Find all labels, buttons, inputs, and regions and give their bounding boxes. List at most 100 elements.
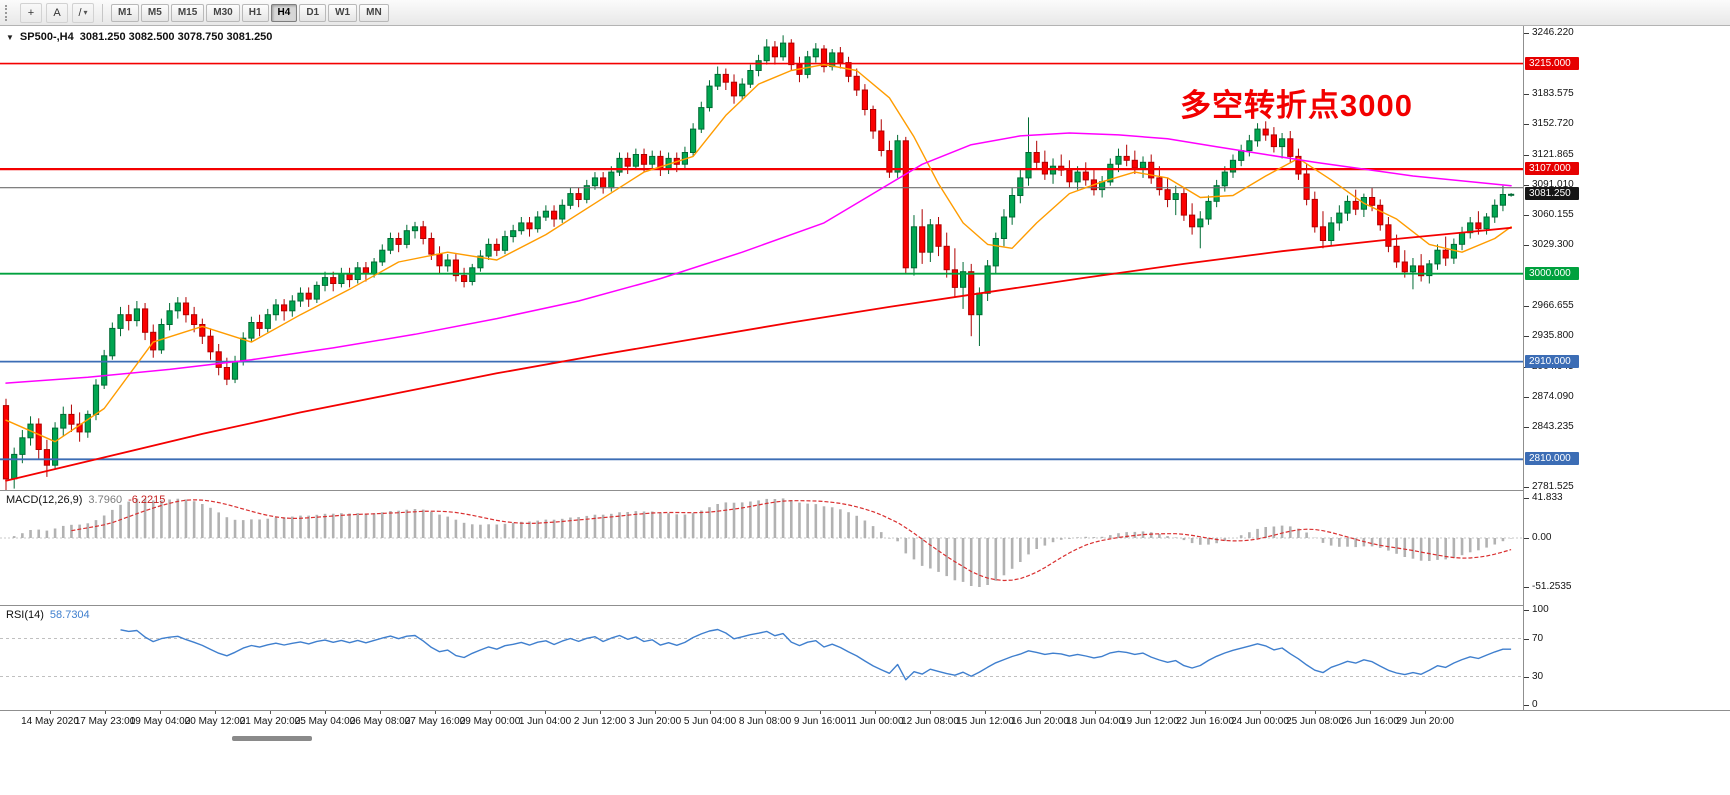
rsi-title: RSI(14) 58.7304 bbox=[6, 609, 90, 621]
time-axis-label: 25 May 04:00 bbox=[294, 716, 356, 727]
rsi-panel-canvas[interactable] bbox=[0, 606, 1523, 710]
time-tick bbox=[1425, 711, 1426, 714]
time-tick bbox=[50, 711, 51, 714]
chevron-down-icon: ▾ bbox=[83, 8, 88, 17]
rsi-axis-label: 0 bbox=[1532, 699, 1538, 710]
rsi-label: RSI(14) bbox=[6, 609, 44, 621]
price-tick-label: 3246.220 bbox=[1532, 27, 1574, 38]
time-tick bbox=[710, 711, 711, 714]
timeframe-button-h1[interactable]: H1 bbox=[241, 3, 269, 22]
price-axis: 3246.220 3183.575 3152.720 3121.865 3091.010… bbox=[1523, 26, 1730, 710]
time-axis-label: 24 Jun 00:00 bbox=[1231, 716, 1289, 727]
price-badge: 2810.000 bbox=[1525, 452, 1579, 465]
rsi-tick bbox=[1524, 610, 1529, 611]
price-tick-label: 2874.090 bbox=[1532, 391, 1574, 402]
timeframe-button-mn[interactable]: MN bbox=[359, 3, 389, 22]
price-tick bbox=[1524, 185, 1529, 186]
timeframe-button-m30[interactable]: M30 bbox=[206, 3, 240, 22]
time-tick bbox=[600, 711, 601, 714]
annotation-text: 多空转折点3000 bbox=[1180, 88, 1413, 123]
time-axis-label: 22 Jun 16:00 bbox=[1176, 716, 1234, 727]
rsi-axis-label: 30 bbox=[1532, 671, 1544, 682]
time-axis-label: 14 May 2020 bbox=[21, 716, 79, 727]
crosshair-icon: + bbox=[27, 6, 35, 19]
price-badge: 3000.000 bbox=[1525, 267, 1579, 280]
text-tool-button[interactable]: A bbox=[46, 2, 68, 23]
price-tick bbox=[1524, 33, 1529, 34]
line-tool-icon: / bbox=[78, 6, 82, 19]
timeframe-button-d1[interactable]: D1 bbox=[299, 3, 327, 22]
time-tick bbox=[655, 711, 656, 714]
time-axis-label: 19 May 04:00 bbox=[129, 716, 191, 727]
time-axis-label: 8 Jun 08:00 bbox=[738, 716, 792, 727]
time-tick bbox=[325, 711, 326, 714]
macd-label: MACD(12,26,9) bbox=[6, 494, 83, 506]
time-tick bbox=[380, 711, 381, 714]
panel-separator bbox=[0, 490, 1730, 491]
timeframe-button-w1[interactable]: W1 bbox=[328, 3, 358, 22]
time-tick bbox=[765, 711, 766, 714]
time-axis-label: 21 May 20:00 bbox=[239, 716, 301, 727]
time-axis-label: 26 May 08:00 bbox=[349, 716, 411, 727]
time-axis: 14 May 2020 17 May 23:00 19 May 04:00 20 Ma… bbox=[0, 710, 1730, 735]
ohlc-values: 3081.250 3082.500 3078.750 3081.250 bbox=[79, 31, 273, 43]
timeframe-button-m1[interactable]: M1 bbox=[111, 3, 139, 22]
time-tick bbox=[1315, 711, 1316, 714]
timeframe-button-m15[interactable]: M15 bbox=[170, 3, 205, 22]
timeframe-group: M1 M5 M15 M30 H1 H4 D1 W1 MN bbox=[110, 3, 390, 22]
macd-tick bbox=[1524, 587, 1529, 588]
time-axis-label: 19 Jun 12:00 bbox=[1121, 716, 1179, 727]
timeframe-button-m5[interactable]: M5 bbox=[140, 3, 169, 22]
time-axis-label: 1 Jun 04:00 bbox=[518, 716, 572, 727]
time-axis-label: 18 Jun 04:00 bbox=[1066, 716, 1124, 727]
time-axis-label: 26 Jun 16:00 bbox=[1341, 716, 1399, 727]
time-axis-label: 29 Jun 20:00 bbox=[1396, 716, 1454, 727]
symbol-marker-icon: ▼ bbox=[6, 32, 14, 42]
time-tick bbox=[1095, 711, 1096, 714]
price-tick-label: 3152.720 bbox=[1532, 118, 1574, 129]
time-tick bbox=[930, 711, 931, 714]
time-tick bbox=[435, 711, 436, 714]
price-badge: 3107.000 bbox=[1525, 162, 1579, 175]
price-badge: 2910.000 bbox=[1525, 355, 1579, 368]
rsi-tick bbox=[1524, 639, 1529, 640]
price-tick-label: 2843.235 bbox=[1532, 421, 1574, 432]
time-tick bbox=[105, 711, 106, 714]
price-tick bbox=[1524, 487, 1529, 488]
time-tick bbox=[875, 711, 876, 714]
time-tick bbox=[1370, 711, 1371, 714]
price-tick bbox=[1524, 336, 1529, 337]
time-axis-label: 3 Jun 20:00 bbox=[628, 716, 682, 727]
panel-separator bbox=[0, 605, 1730, 606]
time-axis-label: 25 Jun 08:00 bbox=[1286, 716, 1344, 727]
timeframe-button-h4[interactable]: H4 bbox=[270, 3, 298, 22]
time-axis-label: 12 Jun 08:00 bbox=[901, 716, 959, 727]
price-chart-canvas[interactable] bbox=[0, 26, 1523, 490]
price-tick bbox=[1524, 155, 1529, 156]
time-tick bbox=[820, 711, 821, 714]
macd-tick bbox=[1524, 538, 1529, 539]
macd-tick bbox=[1524, 498, 1529, 499]
price-tick-label: 3060.155 bbox=[1532, 209, 1574, 220]
price-tick bbox=[1524, 94, 1529, 95]
toolbar-separator bbox=[102, 3, 103, 22]
price-tick bbox=[1524, 397, 1529, 398]
cursor-tool-button[interactable]: + bbox=[20, 2, 42, 23]
macd-axis-label: 41.833 bbox=[1532, 492, 1563, 503]
macd-panel-canvas[interactable] bbox=[0, 491, 1523, 605]
chart-title: ▼ SP500-,H4 3081.250 3082.500 3078.750 3… bbox=[6, 31, 272, 43]
macd-title: MACD(12,26,9) 3.7960 -6.2215 bbox=[6, 494, 165, 506]
time-axis-label: 2 Jun 12:00 bbox=[573, 716, 627, 727]
time-axis-label: 15 Jun 12:00 bbox=[956, 716, 1014, 727]
price-tick-label: 3183.575 bbox=[1532, 88, 1574, 99]
macd-axis-label: 0.00 bbox=[1532, 532, 1552, 543]
time-tick bbox=[490, 711, 491, 714]
macd-axis-label: -51.2535 bbox=[1532, 581, 1572, 592]
price-tick-label: 2781.525 bbox=[1532, 481, 1574, 492]
horizontal-scrollbar-thumb[interactable] bbox=[232, 736, 312, 741]
toolbar-grip[interactable] bbox=[5, 4, 13, 21]
time-tick bbox=[1205, 711, 1206, 714]
rsi-axis-label: 70 bbox=[1532, 633, 1544, 644]
shapes-tool-button[interactable]: / ▾ bbox=[72, 2, 94, 23]
